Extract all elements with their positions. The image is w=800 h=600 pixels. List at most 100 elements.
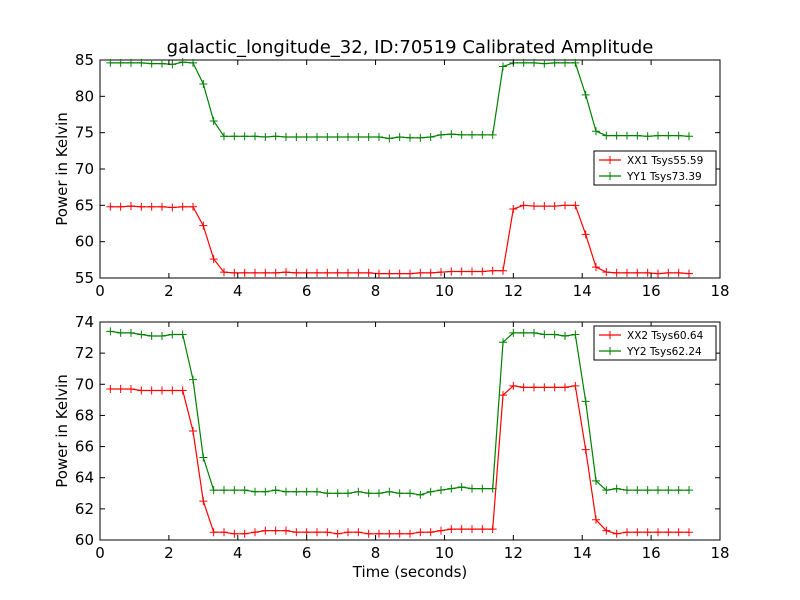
data-point-yy1 [519, 58, 528, 67]
data-point-yy2 [395, 489, 404, 498]
data-point-xx1 [447, 267, 456, 276]
data-point-yy2 [478, 484, 487, 493]
data-point-yy2 [364, 489, 373, 498]
bottom-y-tick-label: 72 [75, 344, 94, 362]
data-point-yy2 [313, 487, 321, 496]
data-point-xx2 [437, 526, 445, 535]
data-point-yy1 [654, 131, 662, 140]
data-point-xx1 [385, 269, 394, 278]
data-point-yy2 [509, 328, 518, 337]
data-point-xx2 [519, 383, 528, 392]
data-point-yy1 [447, 130, 456, 139]
top-x-tick-label: 10 [435, 282, 454, 300]
bottom-x-tick-label: 4 [233, 544, 243, 562]
data-point-yy1 [240, 132, 249, 141]
data-point-xx1 [344, 268, 352, 277]
data-point-yy1 [147, 59, 156, 68]
data-point-xx1 [612, 268, 621, 277]
data-point-xx1 [685, 269, 693, 278]
data-point-yy1 [364, 133, 373, 142]
data-point-yy1 [189, 58, 197, 67]
data-point-xx1 [633, 268, 642, 277]
bottom-plot-y-axis-label: Power in Kelvin [53, 374, 71, 488]
data-point-xx2 [623, 528, 631, 537]
data-point-xx1 [158, 202, 166, 211]
data-point-xx2 [364, 529, 373, 538]
data-point-xx2 [302, 528, 311, 537]
data-point-xx1 [147, 202, 156, 211]
data-point-yy2 [251, 487, 259, 496]
bottom-x-tick-label: 12 [504, 544, 523, 562]
data-point-yy1 [220, 132, 228, 141]
top-plot-x-ticks: 0 2 4 6 8 10 12 14 16 18 [95, 60, 730, 300]
data-point-yy1 [633, 131, 642, 140]
bottom-x-tick-label: 6 [302, 544, 312, 562]
top-x-tick-label: 18 [710, 282, 729, 300]
data-point-yy1 [416, 133, 425, 142]
bottom-y-tick-label: 74 [75, 313, 94, 331]
data-point-xx2 [127, 384, 135, 393]
bottom-x-tick-label: 16 [642, 544, 661, 562]
data-point-xx2 [292, 528, 301, 537]
data-point-yy1 [344, 133, 352, 142]
data-point-xx1 [240, 268, 249, 277]
data-point-yy1 [540, 59, 549, 68]
data-point-yy2 [457, 483, 466, 492]
top-x-tick-label: 12 [504, 282, 523, 300]
top-y-tick-label: 55 [75, 269, 94, 287]
data-point-yy1 [230, 132, 239, 141]
top-plot-y-ticks: 55 60 65 70 75 80 85 [75, 51, 720, 287]
data-point-xx1 [437, 268, 445, 277]
data-point-xx2 [251, 528, 259, 537]
top-y-tick-label: 70 [75, 160, 94, 178]
legend-marker-yy2 [606, 347, 614, 355]
data-point-xx1 [189, 202, 197, 211]
data-point-yy2 [189, 375, 197, 384]
data-point-xx2 [261, 526, 270, 535]
data-point-yy2 [282, 487, 290, 496]
top-x-tick-label: 14 [573, 282, 592, 300]
data-point-xx1 [509, 204, 518, 213]
top-y-tick-label: 65 [75, 196, 94, 214]
data-point-yy2 [612, 484, 621, 493]
data-point-yy2 [147, 332, 156, 341]
data-point-xx1 [261, 268, 270, 277]
bottom-x-tick-label: 8 [371, 544, 381, 562]
data-point-xx1 [127, 202, 135, 211]
data-point-xx2 [158, 386, 166, 395]
data-point-yy2 [571, 330, 580, 339]
data-point-yy1 [685, 132, 693, 141]
top-y-tick-label: 60 [75, 233, 94, 251]
data-point-yy1 [323, 133, 332, 142]
data-point-yy2 [209, 486, 218, 495]
data-point-yy2 [199, 453, 208, 462]
data-point-xx1 [416, 268, 425, 277]
bottom-y-tick-label: 66 [75, 438, 94, 456]
data-point-xx1 [561, 201, 569, 210]
data-point-yy2 [643, 486, 652, 495]
data-point-yy2 [292, 487, 301, 496]
data-point-yy1 [406, 133, 414, 142]
data-point-xx2 [499, 391, 507, 400]
bottom-plot-x-axis-label: Time (seconds) [352, 563, 468, 581]
bottom-x-tick-label: 0 [95, 544, 105, 562]
data-point-xx1 [354, 268, 363, 277]
data-point-yy2 [416, 490, 425, 499]
data-point-xx2 [561, 383, 569, 392]
data-point-yy1 [530, 58, 538, 67]
data-point-yy2 [220, 486, 228, 495]
data-point-yy2 [137, 330, 146, 339]
data-point-xx1 [592, 263, 600, 272]
data-point-yy1 [457, 130, 466, 139]
data-point-xx2 [540, 383, 549, 392]
top-y-tick-label: 85 [75, 51, 94, 69]
data-point-yy2 [106, 327, 115, 336]
data-point-xx1 [178, 202, 187, 211]
data-point-yy2 [333, 489, 342, 498]
data-point-xx2 [685, 528, 693, 537]
data-point-yy2 [127, 328, 135, 337]
data-point-yy2 [664, 486, 673, 495]
data-point-xx2 [664, 528, 673, 537]
data-point-xx2 [509, 381, 518, 390]
data-point-yy2 [561, 332, 569, 341]
